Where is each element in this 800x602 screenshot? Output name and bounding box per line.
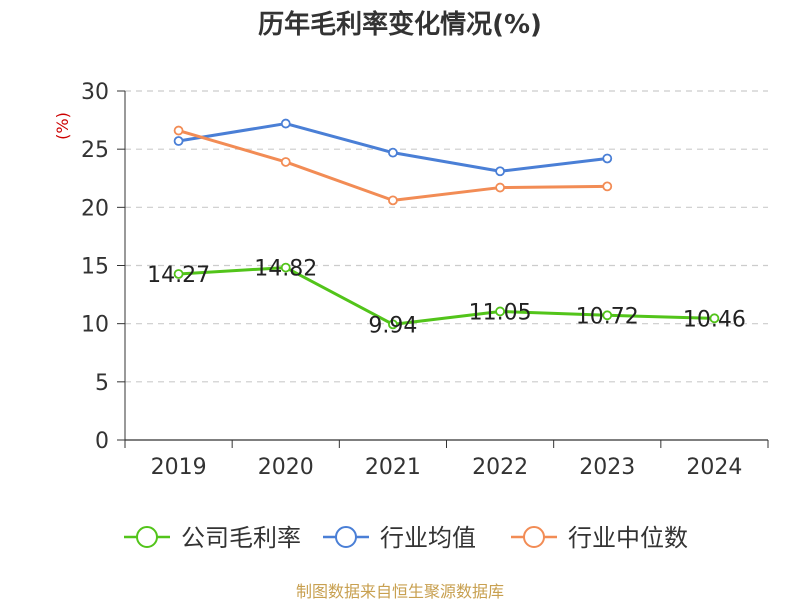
axes: 0 5 10 15 20 25 30 2019 2020 2021 2022 2023 2024 (%) bbox=[53, 80, 769, 480]
legend-swatch-marker bbox=[523, 526, 545, 548]
series-line bbox=[178, 122, 608, 173]
legend-item: 公司毛利率 bbox=[124, 524, 301, 552]
y-axis-label: (%) bbox=[53, 112, 72, 140]
x-tick-label: 2023 bbox=[579, 455, 635, 480]
data-label: 10.46 bbox=[683, 307, 746, 332]
data-point bbox=[280, 262, 291, 273]
chart-title: 历年毛利率变化情况(%) bbox=[258, 10, 542, 40]
data-point bbox=[602, 310, 613, 321]
data-labels: 14.27 14.82 9.94 11.05 10.72 10.46 bbox=[147, 257, 746, 339]
y-tick-label: 25 bbox=[81, 138, 109, 163]
data-point bbox=[280, 157, 291, 167]
data-label: 14.82 bbox=[254, 257, 317, 282]
series-lines bbox=[173, 118, 720, 330]
y-tick-label: 5 bbox=[95, 371, 109, 396]
gridlines bbox=[125, 90, 768, 383]
data-point bbox=[388, 195, 398, 206]
data-point bbox=[388, 319, 398, 330]
legend-item: 行业中位数 bbox=[511, 524, 688, 552]
source-note: 制图数据来自恒生聚源数据库 bbox=[295, 582, 504, 601]
data-point bbox=[495, 182, 505, 193]
data-point bbox=[280, 118, 291, 129]
data-point bbox=[602, 181, 613, 192]
legend: 公司毛利率 行业均值 行业中位数 bbox=[124, 524, 688, 552]
legend-label: 行业均值 bbox=[380, 524, 476, 552]
legend-label: 公司毛利率 bbox=[181, 524, 301, 552]
data-point bbox=[495, 306, 505, 317]
data-label: 14.27 bbox=[147, 263, 210, 288]
series-line bbox=[178, 266, 715, 326]
data-point bbox=[602, 153, 613, 164]
data-label: 11.05 bbox=[469, 300, 532, 325]
data-point bbox=[388, 147, 398, 158]
data-point bbox=[173, 136, 184, 146]
legend-item: 行业均值 bbox=[323, 524, 476, 552]
y-tick-label: 30 bbox=[81, 80, 109, 105]
data-label: 9.94 bbox=[368, 313, 417, 338]
data-label: 10.72 bbox=[576, 304, 639, 329]
x-tick-label: 2022 bbox=[472, 455, 528, 480]
y-tick-label: 15 bbox=[81, 255, 109, 280]
data-point bbox=[173, 125, 184, 136]
data-point bbox=[173, 269, 184, 279]
y-tick-label: 10 bbox=[81, 313, 109, 338]
x-tick-label: 2019 bbox=[151, 455, 207, 480]
x-tick-label: 2024 bbox=[686, 455, 742, 480]
y-tick-label: 0 bbox=[95, 429, 109, 454]
data-point bbox=[709, 313, 720, 324]
legend-label: 行业中位数 bbox=[568, 524, 688, 552]
legend-swatch-marker bbox=[136, 526, 158, 548]
legend-swatch-marker bbox=[335, 526, 357, 548]
x-tick-label: 2020 bbox=[258, 455, 314, 480]
y-tick-label: 20 bbox=[81, 196, 109, 221]
x-tick-label: 2021 bbox=[365, 455, 421, 480]
data-point bbox=[495, 166, 505, 177]
